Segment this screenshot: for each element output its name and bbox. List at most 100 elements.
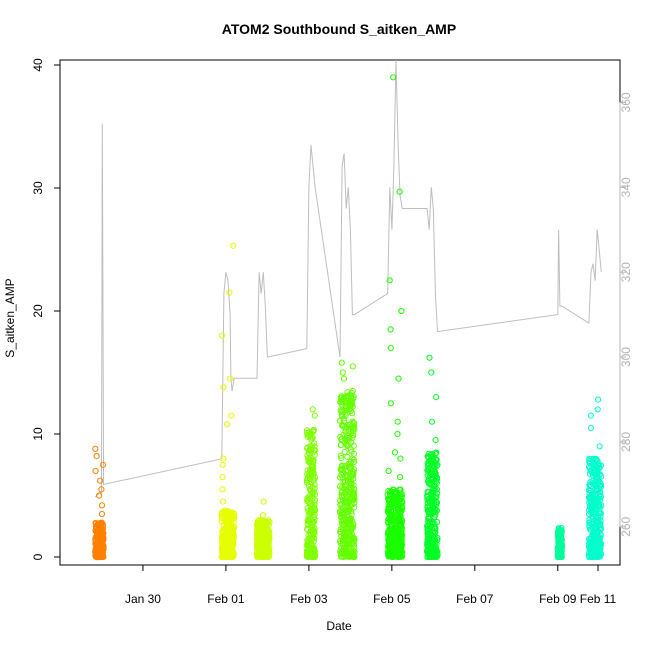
- data-point: [387, 326, 394, 333]
- data-point: [430, 454, 437, 461]
- data-point: [424, 549, 431, 556]
- data-point: [394, 553, 401, 560]
- data-point: [395, 375, 402, 382]
- data-point: [347, 407, 355, 415]
- data-point: [594, 468, 601, 476]
- flight-points-1: [92, 445, 107, 561]
- data-point: [425, 515, 432, 522]
- flight-points-4: [303, 406, 319, 561]
- data-point: [425, 479, 432, 486]
- data-point: [592, 550, 599, 557]
- secondary-series-layer: [94, 59, 602, 498]
- x-tick-label: Feb 09: [539, 592, 577, 606]
- data-point: [220, 384, 227, 391]
- data-point: [585, 507, 593, 514]
- y-axis-label: S_aitken_AMP: [3, 278, 17, 357]
- data-point: [93, 528, 100, 535]
- data-point: [349, 387, 356, 395]
- data-point: [98, 535, 105, 543]
- data-point: [430, 545, 437, 553]
- data-point: [338, 455, 345, 462]
- data-point: [387, 400, 394, 407]
- data-point: [339, 398, 346, 405]
- data-point: [586, 522, 593, 529]
- data-point: [304, 498, 311, 505]
- data-point: [98, 548, 105, 555]
- data-point: [304, 433, 311, 440]
- data-point: [350, 456, 357, 463]
- data-point: [338, 359, 345, 366]
- data-point: [307, 458, 314, 465]
- data-point: [223, 421, 231, 428]
- data-point: [596, 520, 603, 528]
- data-point: [222, 509, 229, 517]
- data-point: [428, 506, 435, 513]
- data-point: [228, 542, 235, 550]
- data-point: [430, 458, 437, 465]
- data-point: [311, 497, 318, 504]
- data-point: [427, 540, 434, 547]
- data-point: [224, 520, 231, 527]
- data-point: [591, 540, 598, 547]
- data-point: [340, 517, 347, 524]
- data-point: [309, 484, 316, 491]
- data-point: [306, 546, 314, 553]
- data-point: [350, 458, 358, 466]
- data-point: [337, 474, 344, 481]
- x-tick-label: Feb 05: [373, 592, 411, 606]
- data-point: [428, 488, 436, 495]
- data-point: [310, 488, 318, 495]
- data-point: [347, 446, 354, 453]
- data-point: [556, 527, 563, 535]
- chart-title: ATOM2 Southbound S_aitken_AMP: [222, 21, 456, 37]
- data-point: [257, 530, 264, 538]
- data-point: [219, 486, 226, 493]
- data-point: [558, 524, 565, 532]
- data-point: [336, 497, 344, 504]
- data-point: [338, 463, 345, 470]
- data-point: [428, 552, 436, 559]
- data-point: [385, 467, 392, 474]
- data-point: [219, 461, 226, 468]
- data-point: [222, 529, 229, 536]
- data-point: [393, 494, 400, 501]
- data-point: [398, 307, 405, 315]
- flight-points-3: [254, 498, 273, 561]
- x-tick-label: Feb 03: [290, 592, 328, 606]
- data-point: [586, 455, 593, 462]
- flight-points-2: [218, 242, 238, 561]
- data-point: [306, 549, 313, 556]
- data-point: [222, 514, 229, 521]
- data-point: [343, 530, 350, 537]
- data-point: [219, 474, 226, 481]
- flight-points-9: [585, 396, 605, 561]
- data-point: [98, 502, 106, 509]
- data-point: [230, 541, 237, 548]
- data-point: [219, 498, 226, 505]
- data-point: [392, 524, 400, 531]
- data-point: [342, 412, 349, 419]
- data-point: [587, 526, 594, 533]
- flight-points-7: [424, 354, 441, 561]
- data-point: [595, 475, 602, 482]
- y2-tick-label: 280: [619, 432, 633, 452]
- data-point: [394, 539, 401, 546]
- data-point: [426, 514, 433, 521]
- data-point: [432, 449, 439, 456]
- data-point: [428, 369, 435, 376]
- data-point: [394, 430, 401, 438]
- data-point: [386, 506, 393, 513]
- data-point: [391, 539, 399, 546]
- data-point: [384, 491, 391, 498]
- data-point: [346, 488, 353, 495]
- data-point: [348, 395, 355, 403]
- data-point: [304, 517, 311, 524]
- data-point: [228, 528, 235, 536]
- data-point: [266, 531, 273, 538]
- data-point: [391, 449, 398, 456]
- data-point: [307, 507, 314, 514]
- data-point: [309, 527, 316, 534]
- data-point: [259, 512, 266, 519]
- flight-points-5: [336, 359, 358, 561]
